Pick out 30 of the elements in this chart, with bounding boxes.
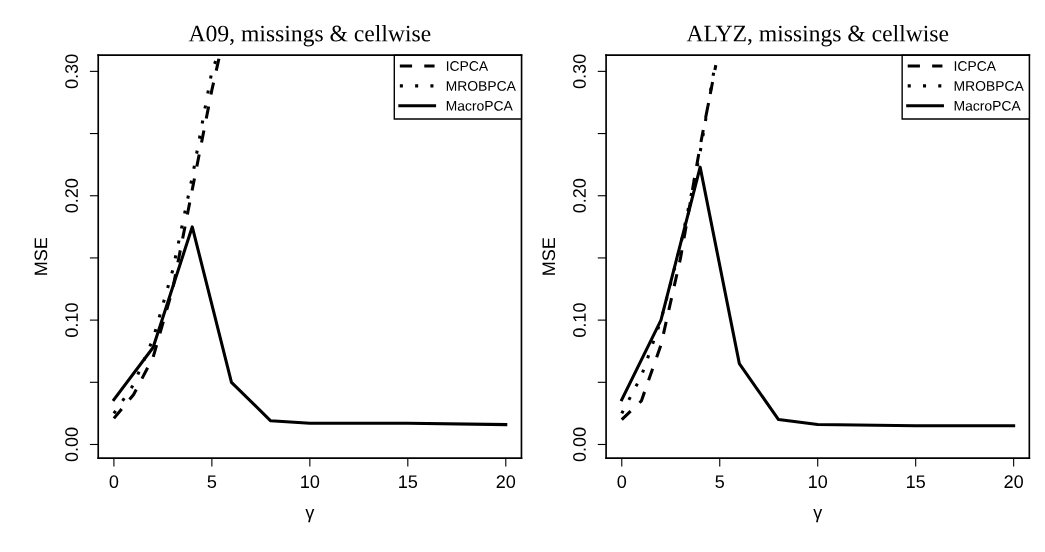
y-tick-label: 0.10 — [65, 303, 78, 337]
y-tick-label: 0.20 — [65, 178, 78, 213]
y-tick-label: 0.30 — [65, 54, 78, 89]
x-axis-title: γ — [305, 509, 315, 523]
y-tick-label: 0.00 — [65, 427, 78, 462]
legend-label: MROBPCA — [446, 81, 516, 91]
x-tick-label: 5 — [207, 475, 217, 489]
legend-label: ICPCA — [954, 61, 996, 71]
x-tick-label: 20 — [496, 475, 516, 489]
legend-label: MacroPCA — [446, 100, 513, 111]
y-tick-label: 0.30 — [573, 54, 586, 89]
y-axis-title: MSE — [542, 237, 556, 275]
x-tick-label: 10 — [809, 475, 828, 489]
x-tick-label: 15 — [399, 475, 418, 489]
x-tick-label: 0 — [617, 475, 627, 489]
x-tick-label: 20 — [1004, 475, 1023, 489]
chart-title: A09, missings & cellwise — [188, 24, 431, 47]
y-tick-label: 0.10 — [573, 303, 586, 337]
x-tick-label: 15 — [907, 475, 925, 489]
legend-label: ICPCA — [446, 61, 489, 71]
legend-label: MROBPCA — [954, 81, 1024, 91]
y-axis-title: MSE — [34, 237, 48, 275]
x-axis-title: γ — [813, 509, 823, 523]
x-tick-label: 0 — [109, 475, 119, 489]
chart-title: ALYZ, missings & cellwise — [686, 24, 949, 47]
legend-label: MacroPCA — [954, 100, 1021, 111]
y-tick-label: 0.20 — [573, 178, 586, 213]
y-tick-label: 0.00 — [573, 427, 586, 462]
x-tick-label: 5 — [715, 475, 725, 489]
x-tick-label: 10 — [301, 475, 320, 489]
